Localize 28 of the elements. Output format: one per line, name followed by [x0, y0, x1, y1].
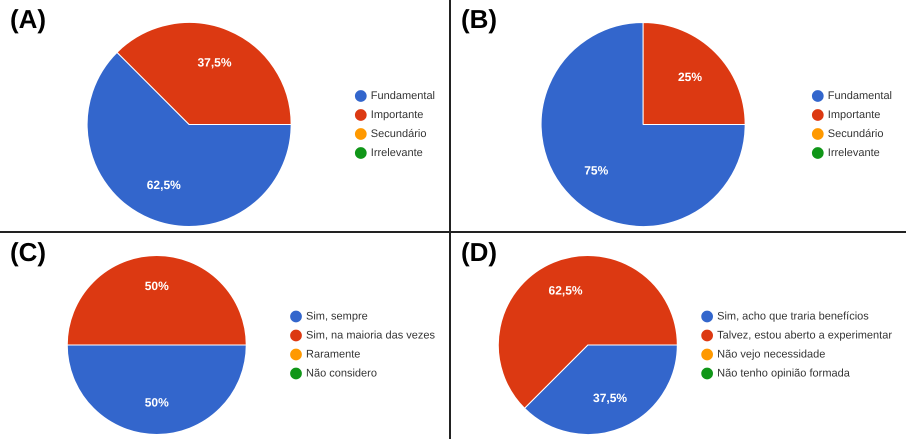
legend-label: Sim, sempre — [306, 310, 368, 323]
legend-label: Não vejo necessidade — [717, 348, 826, 361]
data-label: 50% — [144, 395, 170, 410]
legend-label: Sim, acho que traria benefícios — [717, 310, 870, 323]
legend-label: Não tenho opinião formada — [717, 368, 851, 380]
legend-label: Irrelevante — [828, 147, 880, 160]
legend-label: Secundário — [370, 128, 426, 140]
legend-label: Secundário — [828, 128, 884, 140]
data-label: 50% — [144, 279, 170, 294]
legend-label: Raramente — [306, 348, 360, 361]
data-label: 37,5% — [198, 56, 232, 70]
legend-label: Importante — [828, 109, 880, 122]
data-label: 62,5% — [548, 284, 583, 298]
chart-title: (D) — [461, 237, 498, 268]
legend-label: Sim, na maioria das vezes — [306, 330, 436, 342]
legend-label: Talvez, estou aberto a experimentar — [717, 330, 892, 342]
data-label: 37,5% — [593, 391, 628, 406]
data-label: 62,5% — [146, 178, 182, 192]
data-label: 75% — [584, 164, 609, 178]
data-label: 25% — [678, 70, 702, 84]
chart-title: (A) — [10, 4, 46, 35]
chart-title: (C) — [10, 237, 46, 268]
legend-label: Importante — [370, 109, 424, 122]
legend-label: Fundamental — [370, 90, 436, 102]
legend-label: Irrelevante — [370, 147, 423, 160]
chart-title: (B) — [461, 4, 498, 35]
legend-label: Não considero — [306, 368, 377, 380]
legend-label: Fundamental — [828, 90, 892, 102]
